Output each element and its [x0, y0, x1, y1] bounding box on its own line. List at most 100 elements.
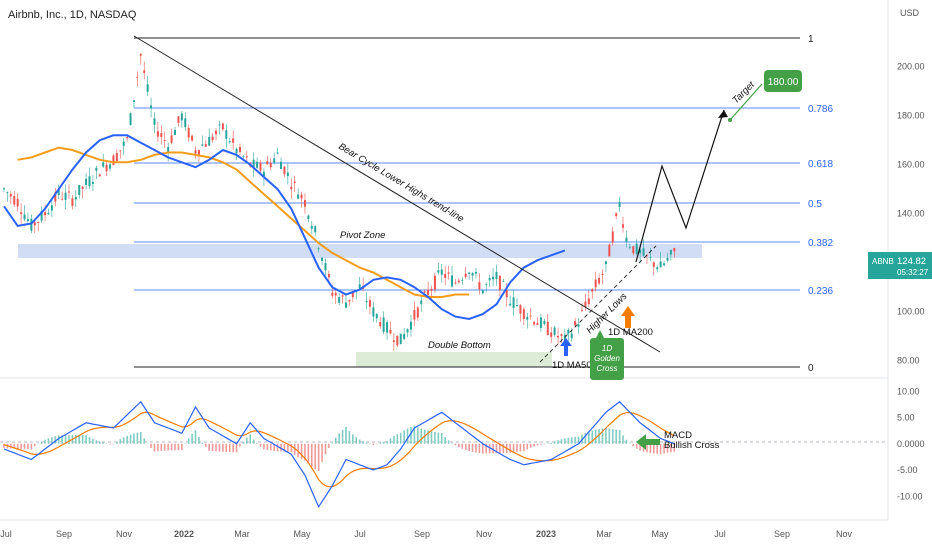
candle-body	[498, 275, 501, 291]
candle-body	[375, 314, 378, 319]
candle-body	[591, 289, 594, 292]
macd-hist-bar	[379, 442, 381, 444]
macd-hist-bar	[338, 433, 340, 444]
macd-hist-bar	[263, 443, 265, 450]
candles	[3, 52, 676, 354]
candle-body	[245, 156, 248, 158]
candle-body	[187, 128, 190, 138]
candle-body	[396, 335, 399, 346]
candle-body	[468, 272, 471, 274]
candle-body	[604, 261, 607, 265]
double-bottom-zone	[356, 352, 552, 367]
macd-hist-bar	[129, 434, 132, 444]
macd-hist-bar	[399, 432, 402, 444]
macd-hist-bar	[44, 439, 46, 444]
macd-hist-bar	[64, 435, 67, 444]
price-tag-symbol: ABNB	[872, 257, 894, 266]
candle-body	[180, 113, 183, 121]
macd-hist-bar	[211, 443, 214, 452]
candle-body	[608, 244, 611, 257]
macd-tick-label: 0.0000	[897, 439, 925, 449]
macd-axis-ticks: 10.00 5.00 0.0000 -5.00 -10.00	[897, 386, 925, 501]
macd-hist-bar	[386, 441, 388, 444]
macd-hist-bar	[526, 443, 529, 450]
candle-body	[139, 54, 142, 56]
candle-body	[71, 198, 74, 206]
macd-hist-bar	[437, 432, 440, 444]
candle-body	[160, 133, 163, 137]
ma50-label: 1D MA50	[552, 360, 592, 371]
macd-hist-bar	[492, 443, 494, 454]
macd-hist-bar	[598, 429, 600, 444]
macd-hist-bar	[550, 442, 552, 444]
candle-body	[478, 282, 481, 290]
macd-hist-bar	[78, 434, 81, 444]
time-tick-label: Sep	[774, 529, 790, 539]
candle-body	[163, 140, 166, 142]
macd-hist-bar	[553, 441, 556, 444]
candle-body	[33, 222, 36, 226]
candle-body	[259, 162, 262, 171]
candle-body	[481, 289, 484, 294]
candle-body	[331, 292, 334, 296]
macd-tick-label: -5.00	[897, 465, 918, 475]
time-tick-label: May	[651, 529, 669, 539]
macd-hist-bar	[605, 427, 607, 444]
candle-body	[3, 188, 5, 190]
macd-hist-bar	[194, 430, 197, 444]
candle-body	[252, 159, 255, 168]
candle-body	[300, 194, 303, 199]
macd-hist-bar	[608, 428, 611, 444]
candle-body	[283, 166, 286, 175]
macd-hist-bar	[653, 443, 655, 454]
macd-hist-bar	[406, 428, 409, 444]
macd-hist-bar	[30, 443, 33, 450]
macd-hist-bar	[163, 443, 166, 451]
candle-body	[23, 214, 26, 220]
candle-body	[348, 299, 351, 302]
macd-hist-bar	[47, 438, 50, 444]
candle-body	[464, 273, 467, 278]
candle-body	[85, 178, 88, 185]
macd-hist-bar	[358, 439, 361, 444]
candle-body	[64, 192, 67, 200]
macd-hist-bar	[311, 443, 313, 467]
candle-body	[533, 322, 536, 325]
candle-body	[440, 269, 443, 275]
candle-body	[321, 257, 324, 262]
time-tick-label: Jul	[354, 529, 366, 539]
macd-hist-bar	[13, 443, 16, 449]
candle-body	[382, 317, 385, 332]
candle-body	[546, 321, 549, 335]
price-tag-price: 124.82	[897, 256, 926, 267]
macd-hist-bar	[140, 431, 142, 444]
macd-line	[3, 400, 675, 509]
candle-body	[61, 198, 64, 200]
macd-hist-bar	[187, 438, 190, 444]
candle-body	[153, 118, 156, 125]
candle-body	[495, 271, 498, 279]
ma200-arrow-icon	[621, 306, 635, 328]
macd-hist-bar	[516, 443, 518, 452]
candle-body	[146, 84, 149, 92]
macd-hist-bar	[249, 434, 252, 444]
macd-hist-bar	[283, 443, 286, 452]
macd-hist-bar	[509, 443, 511, 453]
candle-body	[57, 189, 60, 196]
candle-body	[293, 181, 296, 184]
candle-body	[420, 300, 423, 305]
macd-hist-bar	[119, 439, 122, 444]
macd-hist-bar	[663, 443, 665, 454]
candle-body	[204, 144, 207, 147]
macd-hist-bar	[529, 443, 532, 448]
candle-body	[598, 278, 601, 284]
candle-body	[386, 322, 389, 333]
macd-hist-bar	[471, 443, 474, 452]
candle-body	[403, 333, 406, 339]
candle-body	[122, 141, 125, 146]
candle-body	[611, 231, 614, 243]
candle-body	[358, 284, 361, 289]
macd-hist-bar	[574, 436, 576, 444]
candle-body	[437, 270, 440, 273]
candle-body	[502, 281, 505, 283]
